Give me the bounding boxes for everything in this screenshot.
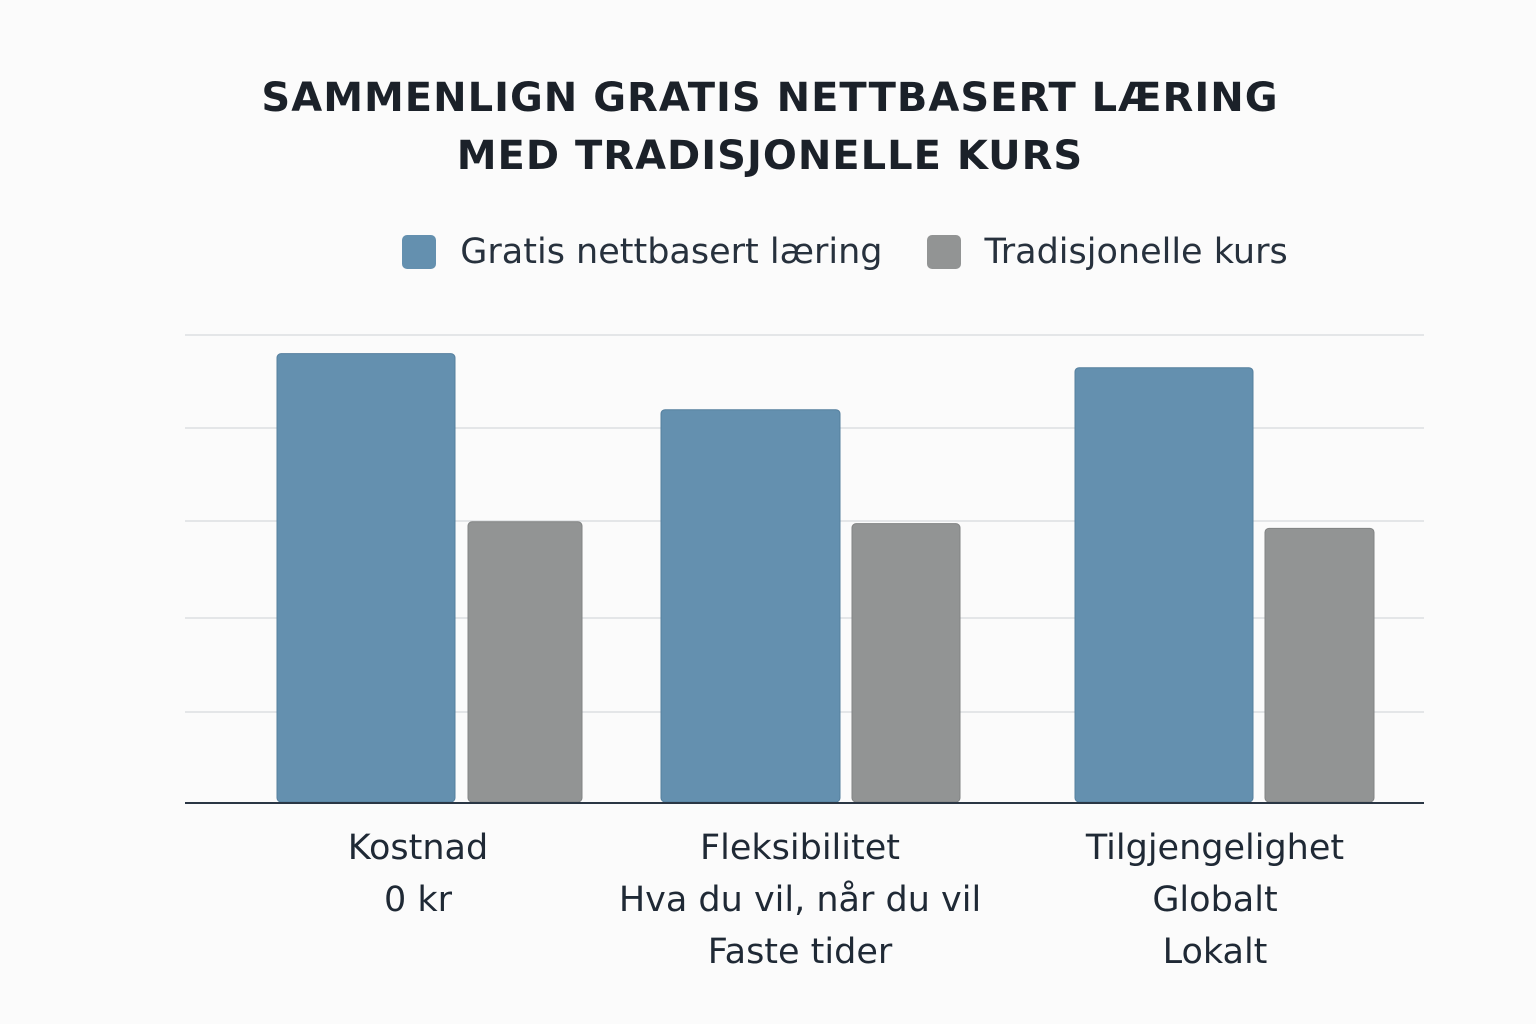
category-sublabel-fleksibilitet-1: Hva du vil, når du vil	[619, 879, 981, 920]
category-sublabel-fleksibilitet-2: Faste tider	[708, 932, 893, 972]
category-label-kostnad: Kostnad	[348, 828, 488, 868]
bar-traditional-kostnad	[467, 521, 583, 803]
chart-title-line-2: MED TRADISJONELLE KURS	[456, 133, 1084, 179]
bar-online-kostnad	[276, 353, 456, 803]
category-sublabel-tilgjengelighet-2: Lokalt	[1163, 932, 1268, 972]
category-sublabel-kostnad-1: 0 kr	[384, 880, 453, 920]
legend-label-online: Gratis nettbasert læring	[460, 232, 883, 272]
chart-legend: Gratis nettbasert læring Tradisjonelle k…	[0, 232, 1536, 272]
chart-title-line-1: SAMMENLIGN GRATIS NETTBASERT LÆRING	[261, 75, 1279, 121]
legend-item-traditional: Tradisjonelle kurs	[926, 232, 1288, 272]
bar-traditional-tilgjengelighet	[1264, 527, 1375, 803]
legend-item-online: Gratis nettbasert læring	[402, 232, 883, 272]
legend-swatch-traditional	[926, 235, 961, 269]
bar-traditional-fleksibilitet	[851, 523, 961, 803]
category-sublabel-tilgjengelighet-1: Globalt	[1152, 880, 1277, 920]
legend-swatch-online	[402, 235, 437, 269]
category-label-fleksibilitet: Fleksibilitet	[700, 828, 900, 868]
bar-online-fleksibilitet	[660, 409, 841, 803]
legend-label-traditional: Tradisjonelle kurs	[984, 232, 1288, 272]
bar-online-tilgjengelighet	[1074, 367, 1254, 803]
category-label-tilgjengelighet: Tilgjengelighet	[1085, 828, 1344, 868]
